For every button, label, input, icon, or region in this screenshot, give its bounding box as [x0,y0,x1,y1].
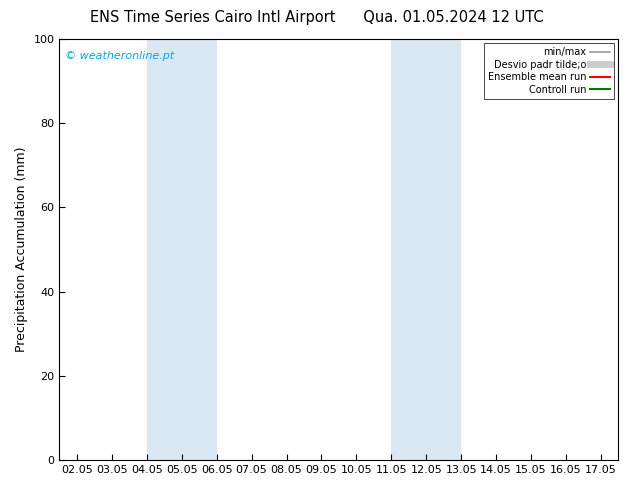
Bar [391,39,462,460]
Y-axis label: Precipitation Accumulation (mm): Precipitation Accumulation (mm) [15,147,28,352]
Text: © weatheronline.pt: © weatheronline.pt [65,51,174,61]
Bar [146,39,217,460]
Legend: min/max, Desvio padr tilde;o, Ensemble mean run, Controll run: min/max, Desvio padr tilde;o, Ensemble m… [484,44,614,98]
Text: ENS Time Series Cairo Intl Airport      Qua. 01.05.2024 12 UTC: ENS Time Series Cairo Intl Airport Qua. … [90,10,544,25]
